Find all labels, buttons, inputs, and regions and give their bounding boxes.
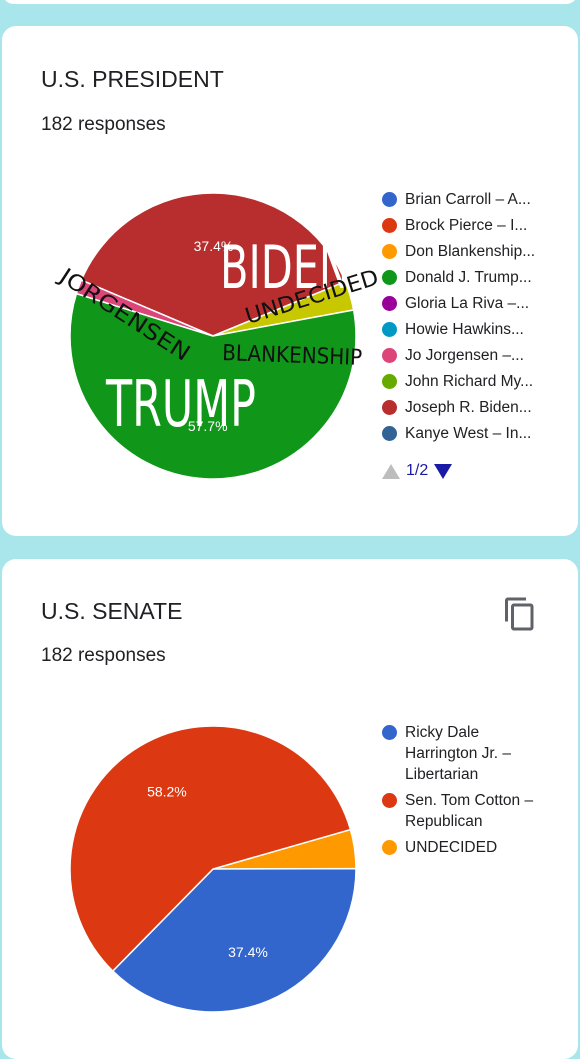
legend-color-dot-icon: [382, 322, 397, 337]
response-count: 182 responses: [41, 114, 166, 135]
legend-label: UNDECIDED: [405, 839, 498, 856]
previous-card: [2, 0, 578, 4]
legend-item[interactable]: Donald J. Trump...: [382, 267, 572, 288]
legend-item[interactable]: John Richard My...: [382, 371, 572, 392]
president-legend: Brian Carroll – A... Brock Pierce – I... D…: [382, 189, 572, 449]
pie-slice[interactable]: [111, 867, 357, 1013]
pie-slices: [69, 725, 357, 1013]
slice-label: 58.2%: [147, 783, 187, 799]
legend-color-dot-icon: [382, 244, 397, 259]
legend-pager: 1/2: [382, 462, 453, 480]
legend-color-dot-icon: [382, 374, 397, 389]
slice-label: 37.4%: [228, 944, 268, 960]
legend-color-dot-icon: [382, 296, 397, 311]
pie-slice[interactable]: [69, 292, 357, 480]
legend-label: Gloria La Riva –...: [405, 295, 530, 312]
pie-labels: 37.4% 58.2%: [147, 783, 268, 959]
annotation-biden: BIDEN: [220, 233, 350, 303]
legend-color-dot-icon: [382, 840, 397, 855]
legend-item[interactable]: Joseph R. Biden...: [382, 397, 572, 418]
legend-item[interactable]: UNDECIDED: [382, 837, 572, 858]
legend-label: Brian Carroll – A...: [405, 191, 531, 208]
pie-slice[interactable]: [69, 725, 352, 973]
pager-label: 1/2: [406, 462, 429, 479]
legend-color-dot-icon: [382, 793, 397, 808]
legend-item[interactable]: Kanye West – In...: [382, 423, 572, 444]
legend-label: Brock Pierce – I...: [405, 217, 528, 234]
legend-label: Ricky Dale Harrington Jr. – Libertarian: [405, 724, 511, 783]
legend-label: Sen. Tom Cotton – Republican: [405, 792, 534, 830]
legend-item[interactable]: Howie Hawkins...: [382, 319, 572, 340]
next-page-icon[interactable]: [434, 463, 453, 479]
slice-label: 37.4%: [194, 238, 234, 254]
question-title: U.S. PRESIDENT: [41, 66, 224, 92]
legend-label: Don Blankenship...: [405, 243, 536, 260]
legend-item[interactable]: Brian Carroll – A...: [382, 189, 572, 210]
pie-slice[interactable]: [80, 192, 347, 337]
legend-color-dot-icon: [382, 400, 397, 415]
legend-label: Howie Hawkins...: [405, 321, 524, 338]
senate-legend: Ricky Dale Harrington Jr. – Libertarian S…: [382, 722, 572, 863]
legend-label: Donald J. Trump...: [405, 269, 532, 286]
legend-label: John Richard My...: [405, 373, 534, 390]
legend-color-dot-icon: [382, 270, 397, 285]
annotation-trump: TRUMP: [105, 368, 256, 442]
response-count: 182 responses: [41, 645, 166, 666]
slice-label: 57.7%: [188, 418, 228, 434]
legend-label: Jo Jorgensen –...: [405, 347, 524, 364]
legend-color-dot-icon: [382, 725, 397, 740]
legend-color-dot-icon: [382, 192, 397, 207]
president-pie-chart: 37.4%57.7% BIDEN TRUMP JORGENSEN UNDECID…: [53, 192, 382, 480]
legend-item[interactable]: Ricky Dale Harrington Jr. – Libertarian: [382, 722, 572, 785]
president-card: U.S. PRESIDENT 182 responses 37.4% 57.7% …: [2, 26, 578, 536]
copy-chart-icon[interactable]: [502, 596, 538, 632]
legend-item[interactable]: Gloria La Riva –...: [382, 293, 572, 314]
legend-color-dot-icon: [382, 426, 397, 441]
pie-slices: [69, 192, 357, 480]
legend-color-dot-icon: [382, 348, 397, 363]
legend-item[interactable]: Brock Pierce – I...: [382, 215, 572, 236]
legend-color-dot-icon: [382, 218, 397, 233]
question-title: U.S. SENATE: [41, 598, 183, 624]
pie-labels: 37.4% 57.7%: [188, 238, 234, 434]
annotation-blankenship: BLANKENSHIP: [222, 341, 363, 371]
legend-label: Kanye West – In...: [405, 425, 532, 442]
senate-card: U.S. SENATE 182 responses 37.4% 58.2% Ric…: [2, 559, 578, 1059]
senate-pie-chart: 37.4% 58.2%: [69, 725, 357, 1013]
legend-item[interactable]: Sen. Tom Cotton – Republican: [382, 790, 572, 832]
legend-label: Joseph R. Biden...: [405, 399, 532, 416]
legend-item[interactable]: Don Blankenship...: [382, 241, 572, 262]
previous-page-icon[interactable]: [382, 463, 400, 479]
legend-item[interactable]: Jo Jorgensen –...: [382, 345, 572, 366]
pie-slice[interactable]: [75, 279, 214, 337]
